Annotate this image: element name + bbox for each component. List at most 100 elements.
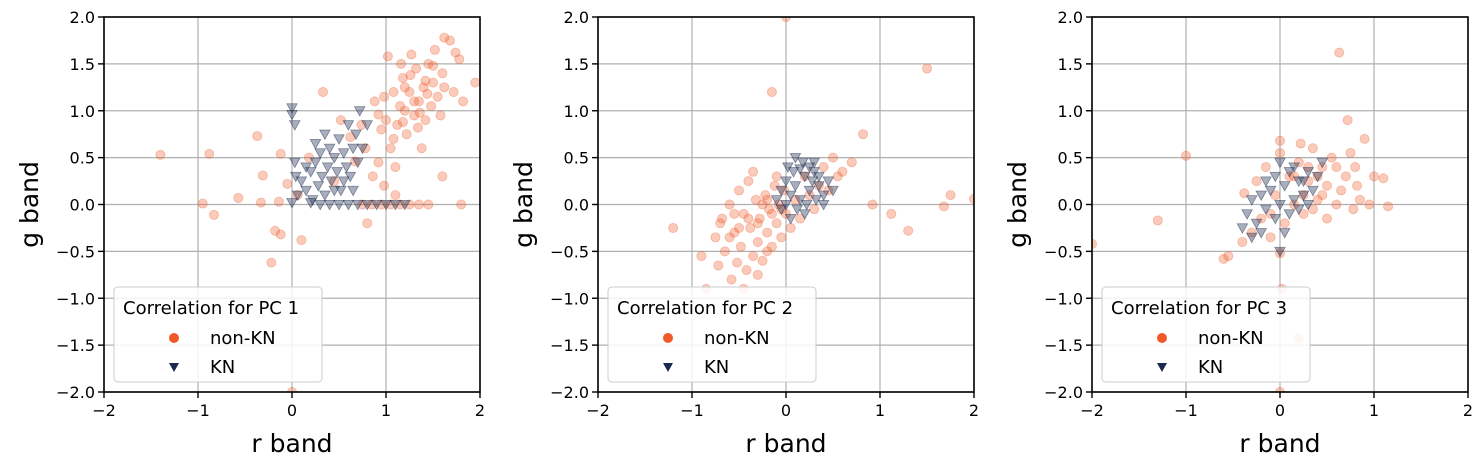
data-point-kn [286, 103, 298, 114]
data-point-non-kn [668, 222, 679, 233]
data-point-non-kn [373, 109, 384, 120]
data-point-kn [1307, 185, 1319, 197]
data-point-non-kn [388, 133, 399, 144]
data-point-non-kn [395, 199, 406, 210]
legend-entry-non-kn: non-KN [1198, 328, 1264, 349]
y-tick-label: 0.5 [70, 149, 95, 168]
legend-marker-non-kn [1157, 333, 1167, 343]
data-point-non-kn [715, 218, 726, 229]
data-point-non-kn [1345, 147, 1356, 158]
data-point-non-kn [719, 246, 730, 257]
data-point-non-kn [270, 225, 281, 236]
legend-marker-non-kn [169, 333, 179, 343]
y-tick-label: 1.0 [70, 102, 95, 121]
data-point-non-kn [356, 119, 367, 130]
data-point-kn [798, 209, 811, 220]
data-point-kn [350, 129, 362, 141]
data-point-non-kn [437, 68, 448, 79]
data-point-kn [319, 190, 331, 202]
data-point-kn [789, 181, 802, 192]
data-point-kn [770, 195, 783, 206]
data-point-non-kn [745, 222, 756, 233]
x-tick-label: 1 [1369, 401, 1379, 420]
data-point-non-kn [432, 91, 443, 102]
data-point-kn [333, 134, 345, 145]
data-point-non-kn [458, 96, 469, 107]
data-point-non-kn [456, 199, 467, 210]
x-tick-label: −1 [680, 401, 704, 420]
x-tick-label: 0 [1275, 401, 1285, 420]
data-point-kn [784, 214, 797, 225]
data-point-non-kn [411, 63, 422, 74]
data-point-non-kn [1275, 147, 1286, 158]
data-point-non-kn [399, 105, 410, 116]
data-point-non-kn [1340, 171, 1351, 182]
data-point-non-kn [273, 196, 284, 207]
data-point-non-kn [233, 192, 244, 203]
data-point-non-kn [713, 260, 724, 271]
x-tick-label: −1 [1174, 401, 1198, 420]
data-point-kn [331, 167, 343, 178]
legend-box [1101, 286, 1311, 383]
data-point-kn [1255, 228, 1268, 239]
data-point-non-kn [1348, 204, 1359, 215]
data-point-kn [1274, 157, 1286, 169]
data-point-non-kn [413, 199, 424, 210]
data-point-non-kn [444, 35, 455, 46]
data-point-non-kn [395, 101, 406, 112]
data-point-non-kn [743, 176, 754, 187]
data-point-non-kn [735, 241, 746, 252]
data-point-non-kn [401, 129, 412, 140]
data-point-non-kn [760, 190, 771, 201]
y-tick-label: −1.5 [56, 336, 95, 355]
data-point-kn [328, 185, 341, 197]
data-point-non-kn [945, 190, 956, 201]
legend: Correlation for PC 2 non-KN KN [607, 286, 817, 383]
data-point-non-kn [1317, 190, 1328, 201]
data-point-kn [356, 143, 369, 155]
data-point-kn [780, 176, 792, 188]
data-point-kn [1311, 171, 1324, 183]
data-point-non-kn [837, 166, 848, 177]
data-point-kn [380, 199, 392, 211]
data-point-non-kn [208, 209, 219, 220]
legend: Correlation for PC 1 non-KN KN [113, 286, 323, 383]
data-point-non-kn [450, 47, 461, 58]
data-point-non-kn [1352, 180, 1363, 191]
data-point-non-kn [1331, 161, 1342, 172]
data-point-non-kn [1364, 199, 1375, 210]
data-point-non-kn [367, 171, 378, 182]
data-point-kn [389, 199, 402, 211]
legend-entry-kn: KN [704, 357, 729, 378]
y-tick-label: 1.0 [564, 102, 589, 121]
data-point-non-kn [1342, 115, 1353, 126]
data-point-kn [300, 162, 312, 174]
data-point-non-kn [757, 255, 768, 266]
data-point-non-kn [771, 171, 782, 182]
y-tick-label: 0.0 [1058, 196, 1083, 215]
data-point-kn [787, 167, 800, 178]
data-point-non-kn [1378, 173, 1389, 184]
data-point-kn [342, 120, 355, 131]
data-point-kn [1245, 195, 1258, 206]
data-point-non-kn [439, 32, 450, 43]
data-point-non-kn [420, 115, 431, 126]
y-tick-label: −1.0 [550, 289, 589, 308]
data-point-non-kn [734, 222, 745, 233]
series-kn [1236, 157, 1329, 258]
data-point-kn [1241, 209, 1253, 220]
data-point-non-kn [376, 199, 387, 210]
data-point-kn [1260, 176, 1272, 188]
data-point-kn [1316, 157, 1329, 169]
data-point-non-kn [1181, 150, 1192, 161]
data-point-non-kn [766, 208, 777, 219]
data-point-kn [340, 162, 353, 174]
data-point-non-kn [743, 213, 754, 224]
data-point-non-kn [1275, 135, 1286, 146]
data-point-kn [347, 185, 359, 197]
data-point-kn [775, 185, 788, 197]
x-tick-label: 2 [475, 401, 485, 420]
data-point-non-kn [729, 227, 740, 238]
data-point-non-kn [785, 222, 796, 233]
